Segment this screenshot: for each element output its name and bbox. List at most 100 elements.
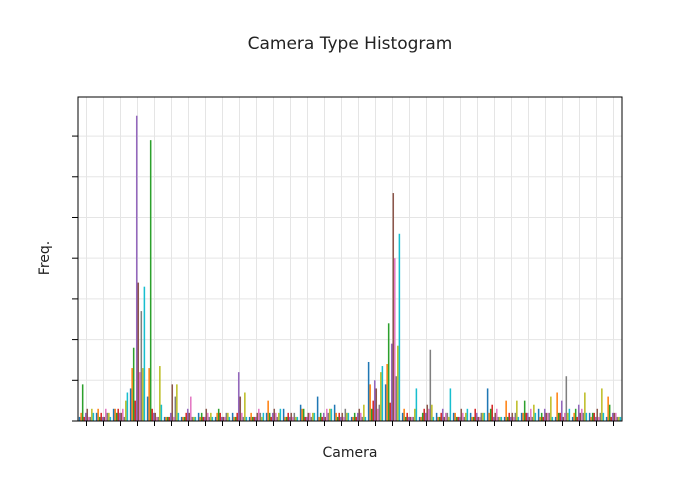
bar xyxy=(304,416,306,421)
bar xyxy=(83,416,85,421)
bar xyxy=(341,412,344,421)
bar xyxy=(455,416,458,421)
bar xyxy=(591,412,594,421)
bar xyxy=(488,412,490,421)
bar xyxy=(423,408,425,421)
bar xyxy=(378,404,381,421)
bar xyxy=(505,400,507,421)
bar xyxy=(523,400,526,421)
bar xyxy=(225,412,228,421)
bar xyxy=(562,416,565,421)
bar xyxy=(132,347,135,421)
bar xyxy=(528,416,531,421)
bar xyxy=(483,412,486,421)
bar xyxy=(448,416,450,421)
bar xyxy=(183,416,186,421)
bar xyxy=(347,412,350,421)
bar xyxy=(533,404,535,421)
bar xyxy=(577,404,580,421)
bar xyxy=(517,416,520,421)
bar xyxy=(322,412,325,421)
bar xyxy=(310,416,313,421)
bar xyxy=(258,408,260,421)
bar xyxy=(100,412,102,421)
bar xyxy=(154,412,157,421)
bar xyxy=(241,412,243,421)
bar xyxy=(397,345,399,421)
bar xyxy=(101,416,104,421)
bar xyxy=(363,404,365,421)
bar xyxy=(460,408,463,421)
bar xyxy=(477,416,480,421)
bar xyxy=(352,416,354,421)
bar xyxy=(543,408,546,421)
bar xyxy=(398,233,401,421)
bar xyxy=(406,412,408,421)
bar xyxy=(139,372,141,421)
bar xyxy=(327,412,330,421)
bar xyxy=(319,412,322,421)
bar xyxy=(435,412,438,421)
bar xyxy=(122,408,124,421)
bar xyxy=(245,416,248,421)
bar xyxy=(336,416,339,421)
bar xyxy=(432,416,435,421)
bar xyxy=(151,408,153,421)
bar xyxy=(156,416,158,421)
bar xyxy=(126,392,129,421)
bar xyxy=(446,412,449,421)
bar xyxy=(253,416,255,421)
bar xyxy=(98,416,101,421)
bar xyxy=(441,408,444,421)
bar xyxy=(307,412,310,421)
bar xyxy=(203,416,206,421)
bar xyxy=(568,408,571,421)
bar xyxy=(177,412,180,421)
bar xyxy=(157,416,160,421)
bar xyxy=(401,412,404,421)
bar xyxy=(114,408,116,421)
bar xyxy=(84,412,87,421)
bar xyxy=(412,416,415,421)
bar xyxy=(80,412,82,421)
bar xyxy=(594,416,597,421)
bar xyxy=(508,412,510,421)
bar xyxy=(216,412,218,421)
bar xyxy=(182,416,184,421)
bar xyxy=(197,412,200,421)
bar xyxy=(602,412,605,421)
bar xyxy=(390,343,393,421)
bar xyxy=(377,408,379,421)
bar xyxy=(214,416,217,421)
bar xyxy=(384,384,387,421)
bar xyxy=(194,416,197,421)
bar xyxy=(129,388,132,421)
bar xyxy=(333,404,336,421)
bar xyxy=(190,396,192,421)
bar xyxy=(522,412,524,421)
bar xyxy=(567,412,569,421)
bar xyxy=(125,400,127,421)
bar xyxy=(173,416,175,421)
bar xyxy=(324,416,327,421)
bar xyxy=(353,412,356,421)
bar xyxy=(576,416,578,421)
bar xyxy=(605,416,608,421)
bar xyxy=(373,380,376,421)
bar xyxy=(565,376,568,421)
bar xyxy=(599,412,602,421)
bar xyxy=(261,416,263,421)
bar xyxy=(220,416,223,421)
bar xyxy=(254,416,257,421)
bar xyxy=(180,416,183,421)
bar xyxy=(489,408,492,421)
bar xyxy=(356,412,359,421)
bar xyxy=(584,392,586,421)
bar xyxy=(131,368,133,421)
bar xyxy=(579,412,582,421)
bar xyxy=(106,412,109,421)
bar xyxy=(613,412,616,421)
bar xyxy=(513,416,515,421)
chart-title: Camera Type Histogram xyxy=(248,34,453,54)
bar xyxy=(539,416,541,421)
